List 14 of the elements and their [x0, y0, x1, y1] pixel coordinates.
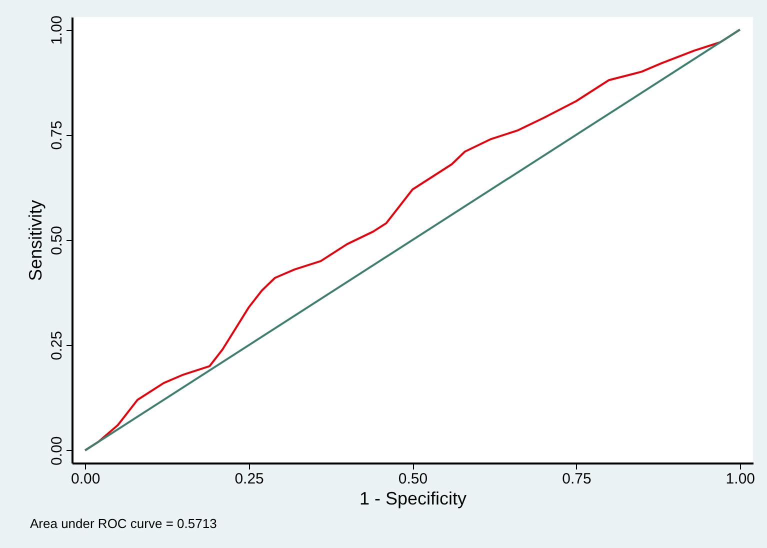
y-tick-label: 1.00 — [48, 16, 66, 45]
y-axis-title: Sensitivity — [26, 200, 46, 282]
x-tick-label: 0.75 — [562, 470, 592, 488]
line-series — [84, 28, 741, 452]
x-axis-title: 1 - Specificity — [359, 488, 467, 508]
y-tick-label: 0.50 — [48, 226, 66, 256]
x-tick-label: 0.25 — [234, 470, 264, 488]
y-tick-label: 0.00 — [48, 436, 66, 466]
y-tick-label: 0.75 — [48, 120, 66, 150]
x-tick-label: 0.50 — [398, 470, 428, 488]
y-tick-label: 0.25 — [48, 331, 66, 360]
x-tick-label: 1.00 — [726, 470, 756, 488]
x-tick-label: 0.00 — [70, 470, 100, 488]
text: Area under ROC curve = 0.5713 — [30, 516, 217, 531]
